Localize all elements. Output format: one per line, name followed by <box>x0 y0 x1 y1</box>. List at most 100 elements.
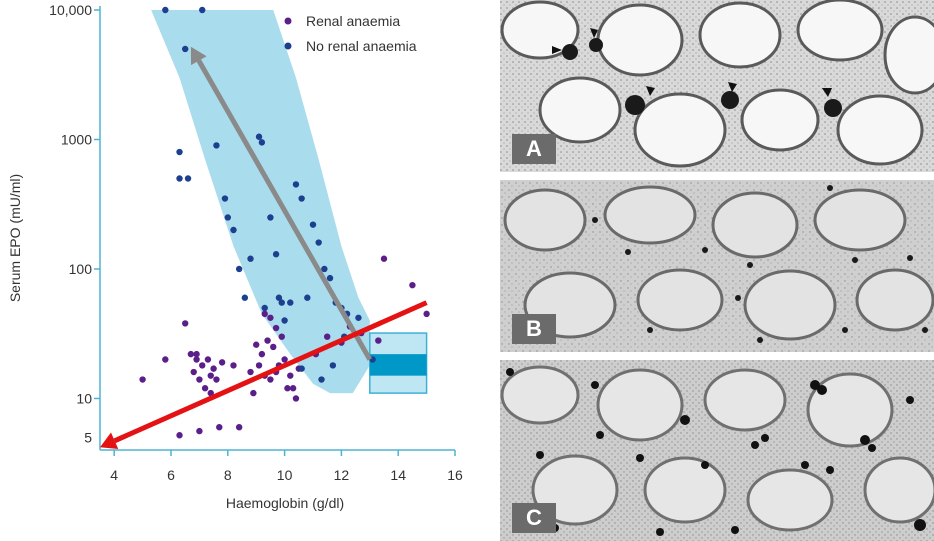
data-point-no-renal <box>162 6 169 14</box>
micrograph-panel-a: A <box>500 0 934 172</box>
data-point-no-renal <box>199 6 206 14</box>
data-point-no-renal <box>326 274 334 282</box>
data-point-renal <box>255 362 263 369</box>
data-point-renal <box>182 320 189 327</box>
data-point-no-renal <box>267 214 274 221</box>
data-point-renal <box>258 350 266 358</box>
data-point-renal <box>210 365 217 372</box>
data-point-renal <box>267 376 274 383</box>
data-point-renal <box>261 310 268 318</box>
panel-label-a: A <box>512 134 556 164</box>
legend-label-renal: Renal anaemia <box>306 13 400 29</box>
data-point-renal <box>253 341 260 348</box>
x-tick-label: 8 <box>224 467 232 483</box>
red-arrow-head <box>100 432 119 450</box>
red-arrow-line <box>113 300 428 444</box>
data-point-renal <box>176 432 183 439</box>
x-tick-label: 10 <box>277 467 293 483</box>
data-point-renal <box>292 395 300 402</box>
data-point-no-renal <box>315 239 322 246</box>
micrograph-panels: A <box>500 0 934 541</box>
epo-scatter-chart: 4 6 8 10 12 14 16 5 10 100 1000 10,000 Renal anaemi… <box>7 2 463 511</box>
data-point-no-renal <box>298 195 305 202</box>
panel-label-b: B <box>512 314 556 344</box>
data-point-no-renal <box>176 175 183 182</box>
epo-response-band <box>100 10 370 394</box>
normal-range-core <box>369 354 427 376</box>
data-point-renal <box>281 356 288 363</box>
data-point-renal <box>201 385 209 392</box>
legend: Renal anaemia No renal anaemia <box>284 13 417 54</box>
grey-arrow-line <box>196 59 372 361</box>
data-point-no-renal <box>329 362 337 369</box>
data-point-renal <box>162 356 169 363</box>
data-point-no-renal <box>221 195 229 202</box>
data-point-renal <box>216 423 223 431</box>
micrograph-panel-c: C <box>500 360 934 541</box>
data-point-renal <box>267 314 274 321</box>
data-point-no-renal <box>298 365 305 372</box>
data-point-renal <box>284 385 291 392</box>
data-point-renal <box>187 350 195 358</box>
data-point-renal <box>204 356 212 363</box>
data-point-renal <box>230 362 237 369</box>
legend-label-no-renal: No renal anaemia <box>306 38 417 54</box>
data-points-layer <box>139 6 430 439</box>
data-point-no-renal <box>292 181 300 188</box>
data-point-renal <box>190 368 197 376</box>
axes-layer: 4 6 8 10 12 14 16 5 10 100 1000 10,000 <box>49 2 463 483</box>
y-tick-label: 10,000 <box>49 2 92 18</box>
data-point-renal <box>196 427 203 435</box>
micrograph-panel-b: B <box>500 180 934 352</box>
data-point-no-renal <box>213 142 220 149</box>
data-point-no-renal <box>247 255 254 262</box>
data-point-renal <box>324 333 331 340</box>
data-point-renal <box>375 337 382 344</box>
data-point-no-renal <box>224 214 231 221</box>
data-point-renal <box>247 368 254 376</box>
y-tick-label: 5 <box>84 429 92 445</box>
data-point-no-renal <box>278 299 285 306</box>
data-point-renal <box>235 423 243 431</box>
data-point-renal <box>423 310 430 318</box>
data-point-renal <box>193 350 200 358</box>
data-point-no-renal <box>304 294 311 301</box>
x-tick-label: 12 <box>334 467 350 483</box>
y-axis-title: Serum EPO (mU/ml) <box>7 174 23 302</box>
data-point-no-renal <box>318 376 325 383</box>
data-point-no-renal <box>309 221 317 228</box>
data-point-renal <box>193 356 200 363</box>
panel-label-c: C <box>512 503 556 533</box>
data-point-no-renal <box>230 226 237 234</box>
data-point-no-renal <box>287 299 294 306</box>
data-point-renal <box>207 372 214 379</box>
y-tick-label: 100 <box>69 261 93 277</box>
data-point-no-renal <box>182 45 189 53</box>
data-point-no-renal <box>258 139 266 146</box>
micrograph-image-b <box>500 180 934 352</box>
x-tick-label: 6 <box>167 467 175 483</box>
data-point-renal <box>278 333 285 340</box>
data-point-renal <box>270 343 277 351</box>
data-point-renal <box>213 376 220 383</box>
data-point-no-renal <box>241 294 249 301</box>
data-point-renal <box>289 385 297 392</box>
data-point-no-renal <box>355 314 362 321</box>
data-point-renal <box>250 389 257 397</box>
epo-response-band-layer <box>100 10 370 394</box>
data-point-no-renal <box>184 175 192 182</box>
data-point-renal <box>380 255 388 262</box>
micrograph-image-a <box>500 0 934 172</box>
legend-marker-renal <box>284 17 292 25</box>
data-point-renal <box>409 281 416 289</box>
micrograph-image-c <box>500 360 934 541</box>
data-point-no-renal <box>176 148 183 156</box>
data-point-renal <box>207 389 214 397</box>
grey-arrow-head <box>190 46 207 66</box>
data-point-renal <box>218 359 226 366</box>
x-tick-label: 14 <box>390 467 406 483</box>
x-axis-title: Haemoglobin (g/dl) <box>226 495 344 511</box>
data-point-no-renal <box>321 265 328 273</box>
data-point-renal <box>287 372 294 379</box>
data-point-no-renal <box>235 265 243 273</box>
